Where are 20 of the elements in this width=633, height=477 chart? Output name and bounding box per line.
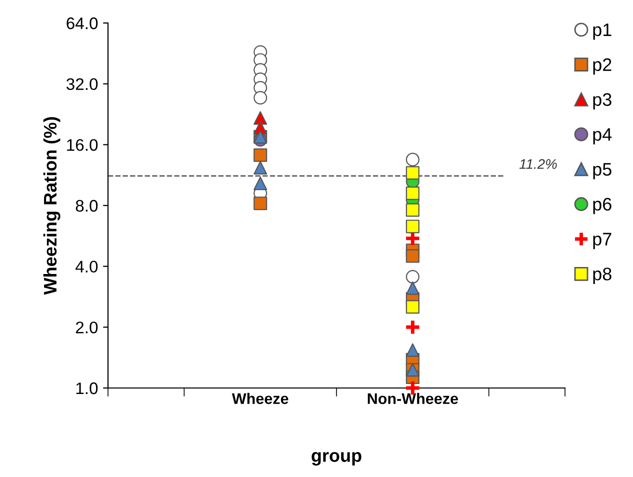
y-tick-label: 8.0 bbox=[76, 200, 98, 212]
y-tick-label: 1.0 bbox=[76, 382, 98, 394]
y-tick-label: 2.0 bbox=[76, 322, 98, 334]
x-tick-label: Non-Wheeze bbox=[368, 392, 458, 404]
x-tick-label: Wheeze bbox=[232, 392, 288, 404]
legend-label: p3 bbox=[593, 93, 612, 110]
y-tick-label: 32.0 bbox=[66, 78, 98, 90]
x-axis-title: group bbox=[312, 452, 362, 466]
legend-label: p7 bbox=[593, 232, 612, 250]
legend-label: p5 bbox=[593, 163, 612, 180]
y-axis-title: Wheezing Ration (%) bbox=[43, 117, 60, 295]
legend-label: p8 bbox=[593, 268, 612, 284]
y-tick-label: 64.0 bbox=[66, 17, 98, 30]
legend-label: p2 bbox=[593, 58, 612, 75]
y-tick-label: 16.0 bbox=[67, 139, 98, 151]
legend-label: p1 bbox=[593, 24, 612, 40]
y-tick-label: 4.0 bbox=[75, 260, 98, 273]
legend-label: p4 bbox=[593, 128, 612, 144]
legend-label: p6 bbox=[593, 198, 612, 214]
ref-line-label: 11.2% bbox=[519, 159, 557, 169]
